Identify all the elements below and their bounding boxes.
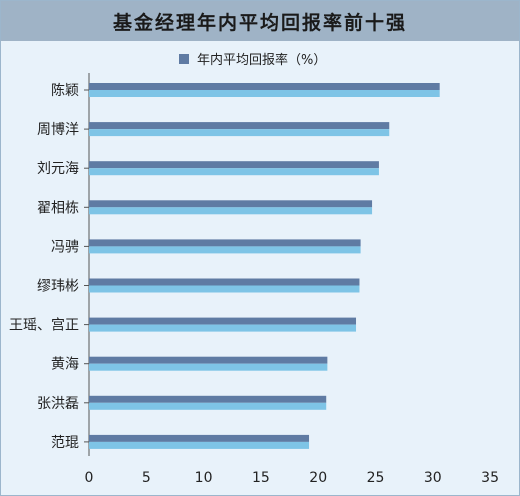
category-label: 周博洋 (37, 121, 79, 138)
category-label: 黄海 (51, 356, 79, 373)
bar-top (89, 434, 310, 442)
x-tick-label: 35 (481, 470, 499, 486)
bar-bottom (89, 441, 310, 449)
bar-bottom (89, 402, 327, 410)
x-tick-label: 0 (85, 470, 94, 486)
category-label: 冯骋 (51, 239, 79, 255)
bar-bottom (89, 207, 373, 215)
x-tick-label: 15 (252, 470, 270, 486)
category-label: 张洪磊 (37, 396, 79, 412)
legend-label: 年内平均回报率（%） (197, 53, 327, 68)
title-bar: 基金经理年内平均回报率前十强 (1, 1, 519, 41)
bar-top (89, 161, 379, 169)
bar-top (89, 83, 440, 90)
legend: 年内平均回报率（%） (179, 49, 326, 68)
x-tick-label: 30 (424, 470, 442, 486)
bar-bottom (89, 129, 390, 137)
bar-bottom (89, 324, 357, 332)
legend-swatch (179, 53, 189, 64)
bar-bottom (89, 246, 361, 254)
bar-top (89, 200, 373, 208)
x-tick-label: 25 (367, 470, 385, 486)
bar-bottom (89, 285, 360, 293)
category-label: 缪玮彬 (37, 279, 79, 295)
category-label: 陈颖 (51, 82, 79, 99)
bar-bottom (89, 90, 440, 97)
bar-bottom (89, 168, 379, 176)
bar-top (89, 122, 390, 130)
category-label: 范琨 (51, 434, 79, 451)
x-tick-label: 10 (195, 470, 213, 486)
x-tick-label: 20 (309, 470, 327, 486)
category-label: 翟相栋 (37, 199, 79, 216)
x-tick-label: 5 (142, 470, 151, 486)
category-label: 刘元海 (37, 161, 79, 177)
bar-top (89, 239, 361, 247)
bar-top (89, 395, 327, 403)
category-label: 王瑶、宫正 (9, 318, 79, 334)
bar-bottom (89, 363, 328, 371)
bar-top (89, 278, 360, 286)
bar-top (89, 356, 328, 364)
bar-top (89, 317, 357, 325)
chart-title: 基金经理年内平均回报率前十强 (112, 11, 407, 34)
